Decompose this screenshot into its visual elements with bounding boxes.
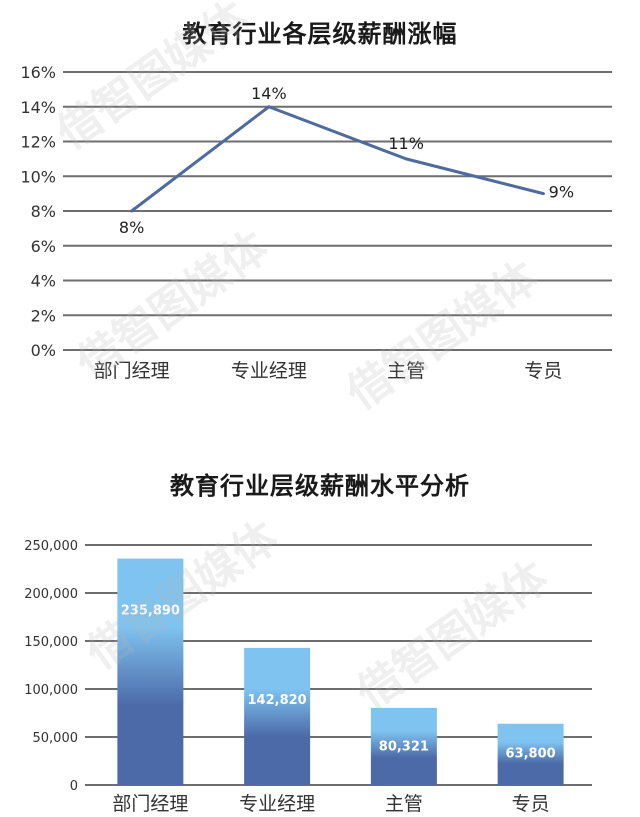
line-y-tick-label: 4%: [31, 272, 56, 291]
line-chart: 0% 2% 4% 6% 8% 10% 12% 14% 16% 部门经理 专业经理 主管 专员 8% 14% 1…: [20, 63, 612, 382]
bar-data-label: 235,890: [121, 604, 180, 619]
line-x-tick-label: 部门经理: [94, 360, 170, 382]
line-y-tick-label: 10%: [20, 167, 56, 186]
bar-data-label: 63,800: [506, 746, 556, 761]
line-chart-title: 教育行业各层级薪酬涨幅: [182, 20, 458, 48]
line-point: [267, 105, 271, 109]
line-data-label: 14%: [251, 84, 287, 103]
line-y-tick-label: 6%: [31, 237, 56, 256]
bar-y-tick-label: 0: [70, 779, 78, 794]
bar-chart-title: 教育行业层级薪酬水平分析: [170, 472, 470, 500]
bar-y-tick-label: 200,000: [24, 587, 78, 602]
bar-x-tick-label: 主管: [385, 793, 423, 815]
line-point: [541, 192, 545, 196]
line-data-label: 8%: [119, 218, 144, 237]
line-y-tick-label: 14%: [20, 98, 56, 117]
bar: [244, 647, 311, 785]
line-data-label: 9%: [549, 183, 574, 202]
bar-x-tick-label: 专业经理: [239, 793, 315, 815]
bar-y-tick-label: 250,000: [24, 539, 78, 554]
bar: [370, 707, 437, 785]
bar: [117, 558, 184, 785]
line-x-tick-label: 专业经理: [231, 360, 307, 382]
bar-x-tick-label: 部门经理: [112, 793, 188, 815]
line-y-tick-label: 12%: [20, 133, 56, 152]
bar: [497, 723, 564, 785]
line-point: [130, 209, 134, 213]
bar-y-tick-label: 100,000: [24, 683, 78, 698]
line-y-tick-label: 2%: [31, 306, 56, 325]
line-x-tick-label: 主管: [387, 360, 425, 382]
bar-data-label: 80,321: [379, 739, 429, 754]
bar-data-label: 142,820: [248, 693, 307, 708]
line-series: [130, 105, 544, 213]
bar-y-tick-label: 150,000: [24, 635, 78, 650]
line-x-tick-label: 专员: [524, 360, 562, 382]
bar-y-tick-label: 50,000: [33, 731, 79, 746]
line-y-tick-label: 0%: [31, 341, 56, 360]
bar-x-tick-label: 专员: [512, 793, 550, 815]
line-y-tick-label: 8%: [31, 202, 56, 221]
line-y-tick-label: 16%: [20, 63, 56, 82]
line-point: [404, 157, 408, 161]
line-data-label: 11%: [388, 134, 424, 153]
